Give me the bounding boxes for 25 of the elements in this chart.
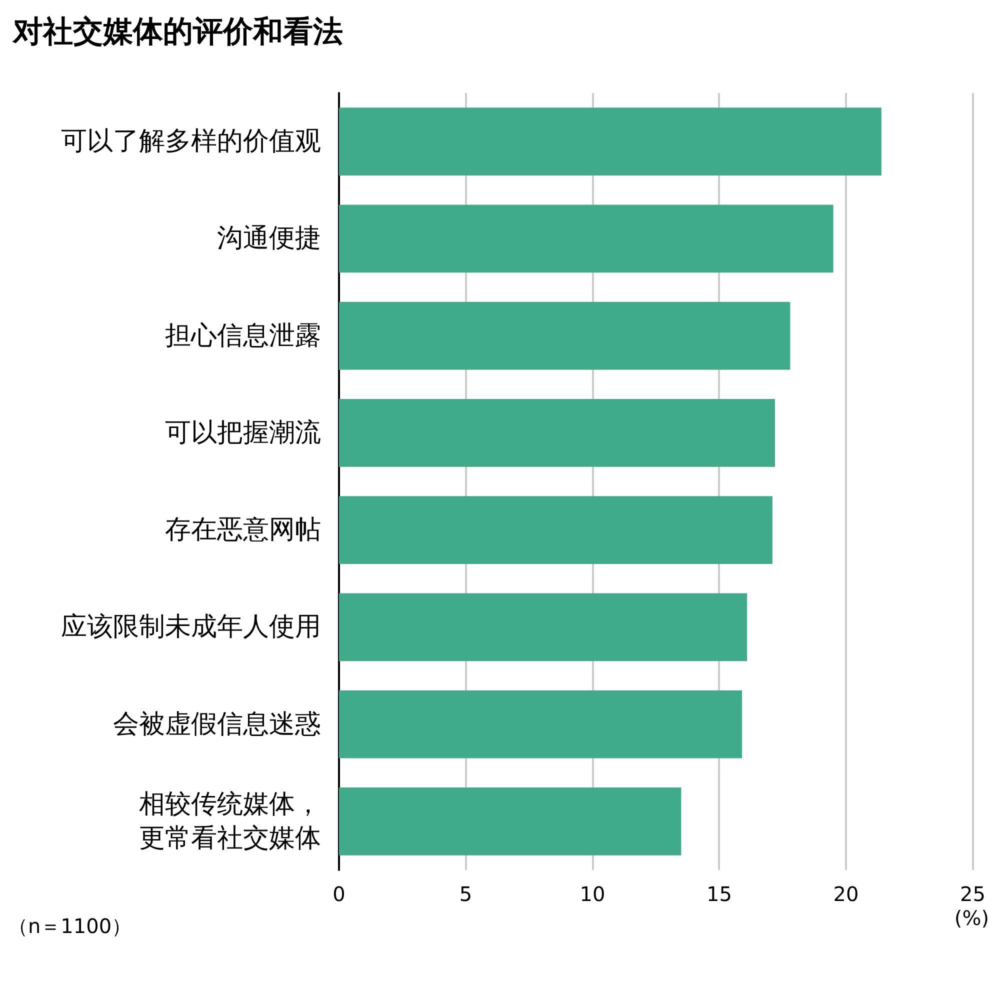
- y-tick-label: 可以了解多样的价值观: [61, 126, 321, 157]
- y-tick-label: 存在恶意网帖: [165, 515, 321, 546]
- x-axis-title: (%): [954, 906, 989, 930]
- x-tick-label: 25: [960, 882, 986, 906]
- y-tick-label: 可以把握潮流: [165, 418, 321, 448]
- x-tick-label: 10: [580, 882, 606, 906]
- bar: [339, 302, 790, 370]
- y-tick-label: 担心信息泄露: [165, 320, 321, 351]
- bar: [339, 593, 748, 662]
- bar: [339, 108, 882, 176]
- x-tick-label: 20: [833, 882, 859, 906]
- y-tick-label: 沟通便捷: [217, 224, 321, 254]
- x-tick-label: 15: [706, 882, 732, 906]
- x-tick-label: 5: [459, 882, 472, 906]
- text: （n＝1100）: [8, 914, 132, 938]
- chart-title: 对社交媒体的评价和看法: [12, 14, 343, 50]
- x-tick-label: 0: [332, 882, 346, 906]
- y-tick-label: 会被虚假信息迷惑: [113, 709, 321, 740]
- bar: [339, 787, 682, 856]
- bar: [339, 496, 772, 564]
- y-tick-label: 相较传统媒体，更常看社交媒体: [139, 789, 321, 854]
- bar: [339, 690, 742, 758]
- y-tick-label: 应该限制未成年人使用: [61, 612, 321, 642]
- bar: [339, 398, 775, 467]
- bar: [339, 204, 834, 273]
